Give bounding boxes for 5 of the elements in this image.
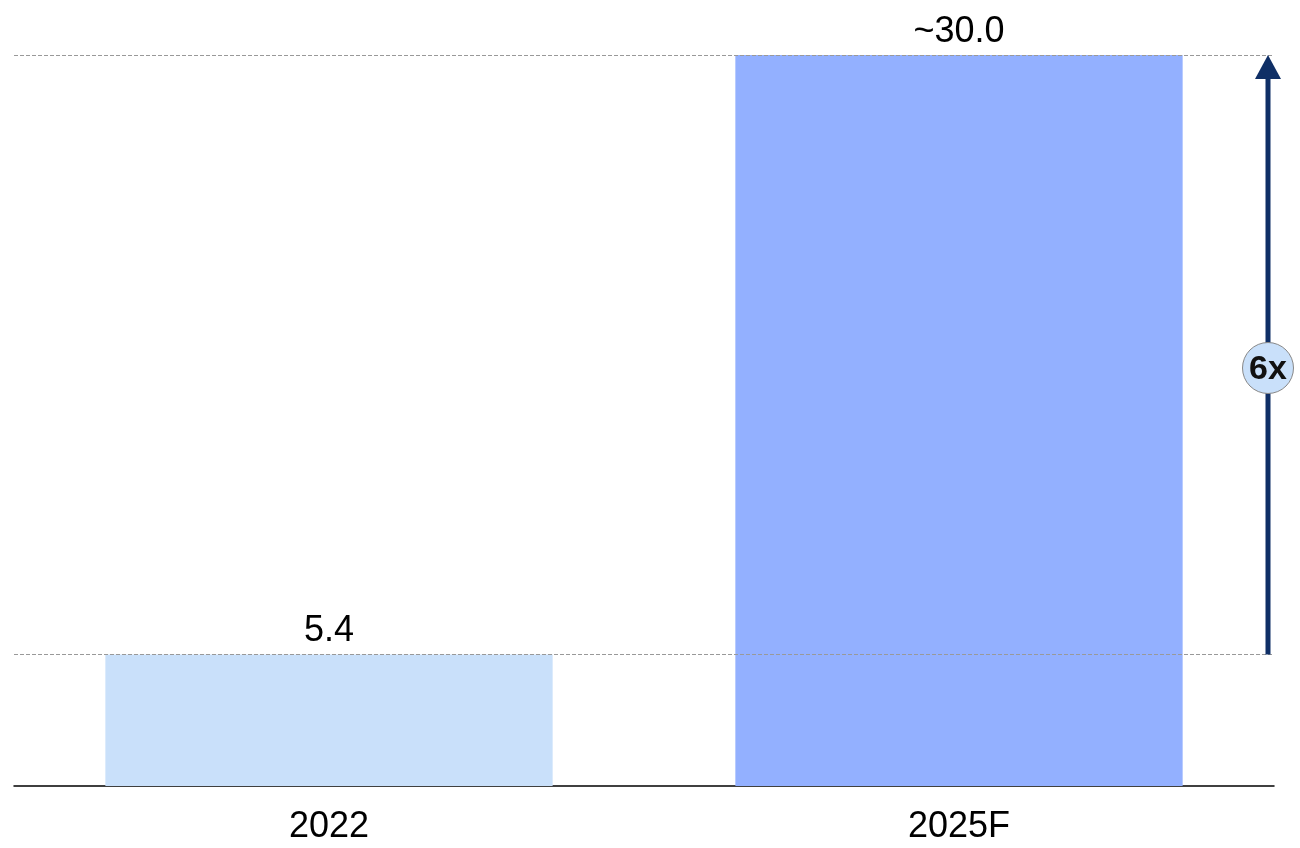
data-label: 5.4: [303, 607, 355, 649]
data-label: ~30.0: [913, 8, 1005, 50]
x-tick-label: 2025F: [907, 803, 1011, 845]
annotation: 6x: [1242, 341, 1294, 394]
x-tick-label: 2022: [288, 803, 370, 845]
